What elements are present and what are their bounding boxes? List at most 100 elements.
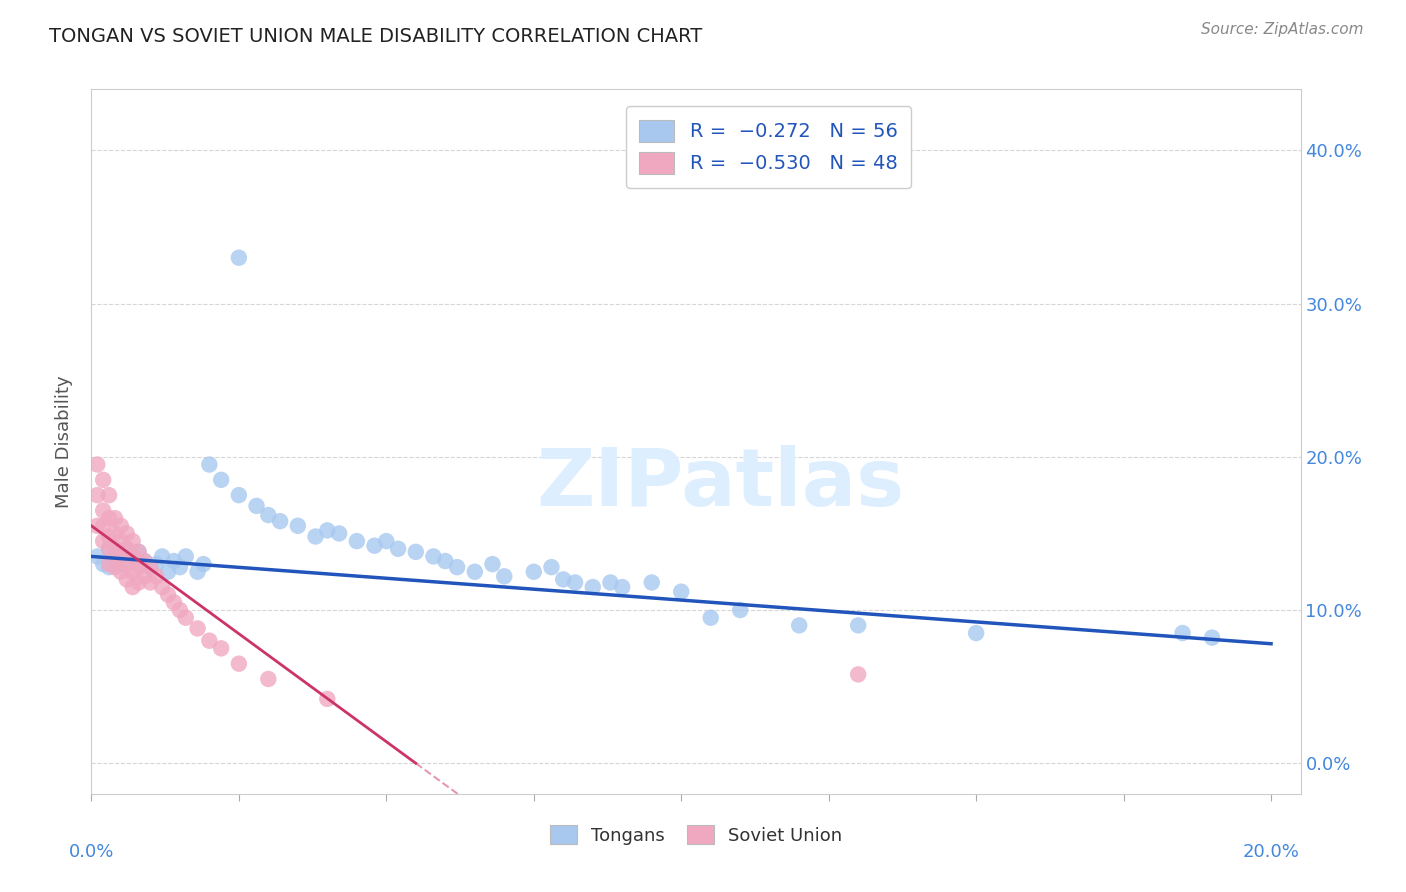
Point — [304, 529, 326, 543]
Text: 0.0%: 0.0% — [69, 843, 114, 861]
Point — [115, 526, 138, 541]
Text: Source: ZipAtlas.com: Source: ZipAtlas.com — [1201, 22, 1364, 37]
Point — [86, 549, 108, 564]
Point — [139, 560, 162, 574]
Point — [728, 603, 751, 617]
Point — [464, 565, 486, 579]
Point — [846, 618, 869, 632]
Point — [641, 575, 664, 590]
Point — [98, 541, 121, 556]
Point — [98, 541, 121, 556]
Point — [612, 580, 634, 594]
Point — [228, 251, 250, 265]
Legend: Tongans, Soviet Union: Tongans, Soviet Union — [543, 818, 849, 852]
Point — [494, 569, 516, 583]
Point — [965, 626, 987, 640]
Point — [316, 524, 339, 538]
Point — [169, 603, 191, 617]
Point — [198, 633, 221, 648]
Point — [91, 534, 114, 549]
Point — [91, 557, 114, 571]
Point — [405, 545, 427, 559]
Point — [257, 508, 280, 522]
Point — [375, 534, 398, 549]
Point — [1171, 626, 1194, 640]
Point — [115, 541, 138, 556]
Point — [150, 549, 173, 564]
Point — [121, 549, 143, 564]
Point — [121, 580, 143, 594]
Point — [134, 554, 156, 568]
Point — [91, 473, 114, 487]
Point — [198, 458, 221, 472]
Point — [104, 549, 127, 564]
Point — [564, 575, 586, 590]
Point — [699, 610, 721, 624]
Point — [328, 526, 350, 541]
Point — [422, 549, 444, 564]
Point — [128, 545, 150, 559]
Point — [128, 545, 150, 559]
Point — [115, 541, 138, 556]
Point — [121, 565, 143, 579]
Point — [145, 557, 167, 571]
Point — [86, 518, 108, 533]
Point — [86, 488, 108, 502]
Point — [553, 573, 575, 587]
Point — [523, 565, 546, 579]
Point — [446, 560, 468, 574]
Point — [104, 560, 127, 574]
Point — [134, 554, 156, 568]
Point — [110, 565, 132, 579]
Point — [150, 580, 173, 594]
Point — [98, 488, 121, 502]
Text: ZIPatlas: ZIPatlas — [536, 445, 904, 523]
Point — [115, 557, 138, 571]
Point — [91, 503, 114, 517]
Point — [145, 569, 167, 583]
Point — [86, 458, 108, 472]
Point — [257, 672, 280, 686]
Point — [134, 569, 156, 583]
Point — [121, 549, 143, 564]
Text: 20.0%: 20.0% — [1243, 843, 1299, 861]
Point — [582, 580, 605, 594]
Point — [91, 518, 114, 533]
Point — [228, 657, 250, 671]
Point — [157, 588, 180, 602]
Point — [174, 610, 197, 624]
Point — [98, 511, 121, 525]
Point — [110, 549, 132, 564]
Point — [104, 511, 127, 525]
Point — [110, 518, 132, 533]
Point — [363, 539, 385, 553]
Point — [540, 560, 562, 574]
Point — [163, 554, 186, 568]
Y-axis label: Male Disability: Male Disability — [55, 376, 73, 508]
Point — [671, 584, 693, 599]
Point — [387, 541, 409, 556]
Point — [599, 575, 621, 590]
Point — [316, 692, 339, 706]
Point — [110, 557, 132, 571]
Point — [787, 618, 810, 632]
Point — [104, 541, 127, 556]
Point — [98, 529, 121, 543]
Point — [245, 499, 267, 513]
Point — [104, 526, 127, 541]
Point — [110, 534, 132, 549]
Point — [228, 488, 250, 502]
Point — [121, 534, 143, 549]
Point — [115, 573, 138, 587]
Point — [287, 518, 309, 533]
Point — [346, 534, 368, 549]
Point — [163, 595, 186, 609]
Point — [98, 557, 121, 571]
Point — [269, 514, 291, 528]
Point — [128, 560, 150, 574]
Point — [846, 667, 869, 681]
Point — [434, 554, 457, 568]
Point — [187, 622, 209, 636]
Point — [187, 565, 209, 579]
Point — [193, 557, 215, 571]
